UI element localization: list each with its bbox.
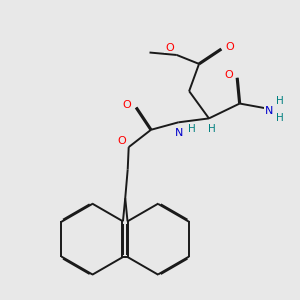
Text: O: O	[165, 43, 174, 52]
Text: O: O	[226, 42, 235, 52]
Text: O: O	[123, 100, 132, 110]
Text: H: H	[276, 113, 284, 123]
Text: O: O	[117, 136, 126, 146]
Text: H: H	[208, 124, 216, 134]
Text: N: N	[175, 128, 183, 138]
Text: H: H	[276, 96, 284, 106]
Text: O: O	[224, 70, 233, 80]
Text: H: H	[188, 124, 196, 134]
Text: N: N	[265, 106, 273, 116]
